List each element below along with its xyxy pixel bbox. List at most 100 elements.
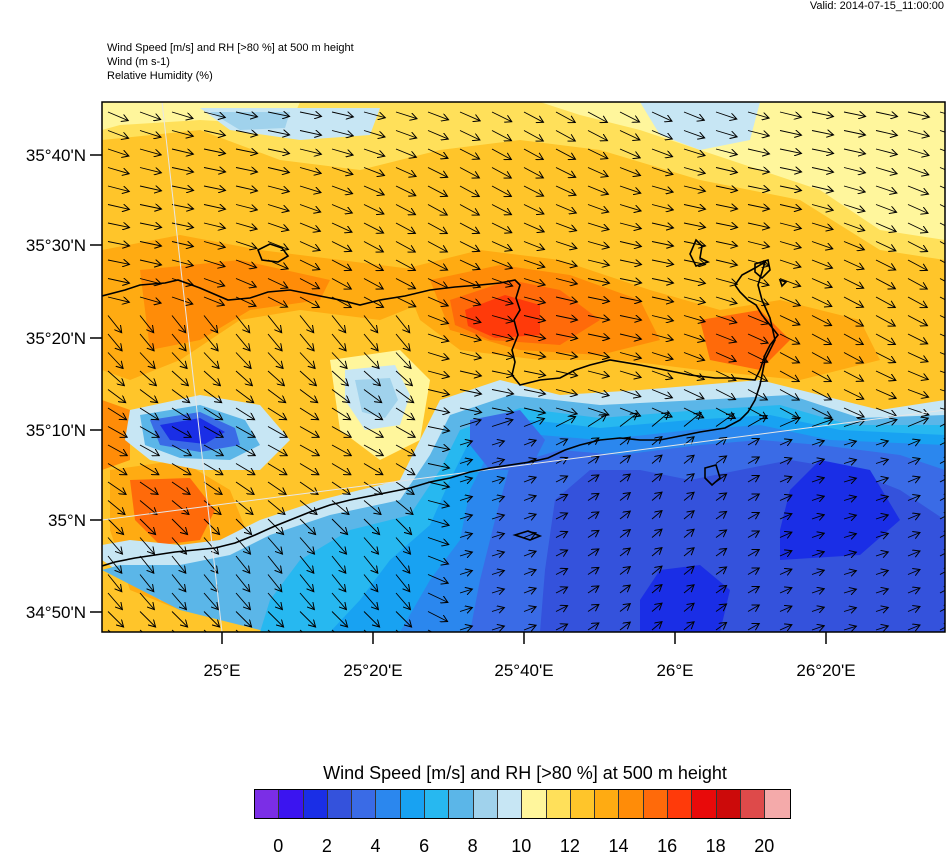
wind-arrow bbox=[523, 130, 543, 142]
wind-arrow bbox=[363, 111, 385, 118]
wind-arrow bbox=[843, 497, 856, 501]
wind-arrow bbox=[523, 390, 546, 395]
wind-arrow bbox=[139, 463, 159, 475]
colorbar-swatch bbox=[522, 790, 547, 818]
wind-arrow bbox=[555, 513, 568, 519]
wind-arrow bbox=[459, 352, 481, 359]
wind-arrow bbox=[139, 500, 157, 515]
wind-arrow bbox=[107, 463, 127, 475]
wind-arrow bbox=[427, 427, 450, 431]
wind-arrow bbox=[171, 389, 190, 403]
wind-arrow bbox=[395, 241, 415, 253]
wind-arrow bbox=[427, 389, 449, 395]
wind-arrow bbox=[427, 130, 448, 140]
wind-arrow bbox=[203, 278, 225, 286]
wind-arrow bbox=[811, 222, 833, 229]
wind-arrow bbox=[171, 352, 187, 369]
wind-arrow bbox=[555, 130, 575, 142]
wind-arrow bbox=[235, 611, 252, 628]
wind-arrow bbox=[299, 592, 314, 610]
wind-arrow bbox=[779, 168, 802, 172]
wind-arrow bbox=[267, 574, 282, 592]
wind-arrow bbox=[939, 241, 945, 245]
colorbar-swatch bbox=[692, 790, 717, 818]
wind-arrow bbox=[107, 148, 129, 156]
wind-arrow bbox=[523, 551, 536, 556]
wind-arrow bbox=[203, 611, 220, 628]
wind-arrow bbox=[907, 352, 928, 362]
wind-arrow bbox=[395, 352, 411, 369]
wind-arrow bbox=[523, 259, 545, 267]
wind-arrow bbox=[619, 242, 641, 247]
wind-arrow bbox=[587, 512, 599, 520]
wind-arrow bbox=[427, 352, 449, 359]
wind-arrow bbox=[523, 167, 543, 178]
wind-arrow bbox=[299, 537, 315, 555]
wind-arrow bbox=[395, 555, 410, 573]
wind-arrow bbox=[491, 371, 514, 376]
wind-arrow bbox=[203, 131, 225, 136]
wind-arrow bbox=[331, 222, 352, 232]
wind-arrow bbox=[203, 537, 219, 555]
wind-arrow bbox=[395, 463, 415, 475]
wind-arrow bbox=[395, 574, 410, 592]
colorbar-swatch bbox=[497, 790, 523, 818]
wind-arrow bbox=[107, 500, 125, 515]
wind-arrow bbox=[843, 131, 866, 136]
wind-arrow bbox=[299, 352, 315, 369]
wind-arrow bbox=[299, 278, 320, 289]
wind-arrow bbox=[331, 333, 346, 351]
wind-arrow bbox=[491, 608, 504, 612]
lat-label: 35°40'N bbox=[26, 146, 86, 165]
wind-arrow bbox=[811, 496, 824, 500]
wind-arrow bbox=[843, 222, 865, 231]
wind-arrow bbox=[939, 278, 945, 282]
wind-arrow bbox=[491, 552, 504, 556]
wind-arrow bbox=[939, 494, 945, 500]
wind-arrow bbox=[875, 148, 897, 155]
wind-arrow bbox=[939, 457, 945, 463]
colorbar-tick-label: 6 bbox=[419, 836, 430, 856]
wind-arrow bbox=[363, 463, 383, 475]
wind-arrow bbox=[139, 481, 158, 494]
colorbar-swatch bbox=[255, 790, 280, 818]
wind-arrow bbox=[267, 389, 286, 403]
wind-arrow bbox=[235, 315, 250, 333]
wind-arrow bbox=[491, 478, 504, 482]
wind-arrow bbox=[331, 167, 353, 175]
wind-arrow bbox=[523, 204, 544, 215]
wind-arrow bbox=[683, 413, 701, 427]
wind-arrow bbox=[587, 407, 609, 415]
wind-arrow bbox=[299, 259, 320, 270]
wind-arrow bbox=[235, 149, 258, 153]
wind-arrow bbox=[363, 611, 380, 628]
wind-arrow bbox=[843, 315, 863, 327]
wind-arrow bbox=[523, 570, 536, 575]
wind-arrow bbox=[875, 626, 888, 630]
wind-arrow bbox=[683, 315, 705, 322]
wind-arrow bbox=[459, 296, 481, 305]
wind-arrow bbox=[331, 444, 351, 456]
wind-arrow bbox=[619, 413, 637, 427]
colorbar-swatch bbox=[376, 790, 401, 818]
wind-arrow bbox=[171, 611, 188, 628]
wind-arrow bbox=[555, 241, 577, 249]
wind-arrow bbox=[523, 607, 536, 612]
colorbar-tick-label: 14 bbox=[608, 836, 629, 856]
wind-arrow bbox=[363, 185, 384, 195]
wind-arrow bbox=[555, 111, 575, 123]
wind-arrow bbox=[523, 440, 536, 445]
wind-arrow bbox=[171, 555, 186, 573]
colorbar-title: Wind Speed [m/s] and RH [>80 %] at 500 m… bbox=[323, 763, 727, 783]
wind-arrow bbox=[171, 148, 193, 154]
wind-arrow bbox=[491, 589, 504, 593]
wind-arrow bbox=[907, 607, 920, 612]
wind-arrow bbox=[427, 464, 450, 469]
wind-arrow bbox=[491, 130, 512, 141]
wind-arrow bbox=[747, 457, 759, 464]
wind-arrow bbox=[203, 444, 223, 456]
wind-arrow bbox=[171, 518, 188, 535]
wind-arrow bbox=[555, 417, 576, 427]
wind-arrow bbox=[779, 514, 792, 519]
wind-arrow bbox=[651, 279, 674, 284]
